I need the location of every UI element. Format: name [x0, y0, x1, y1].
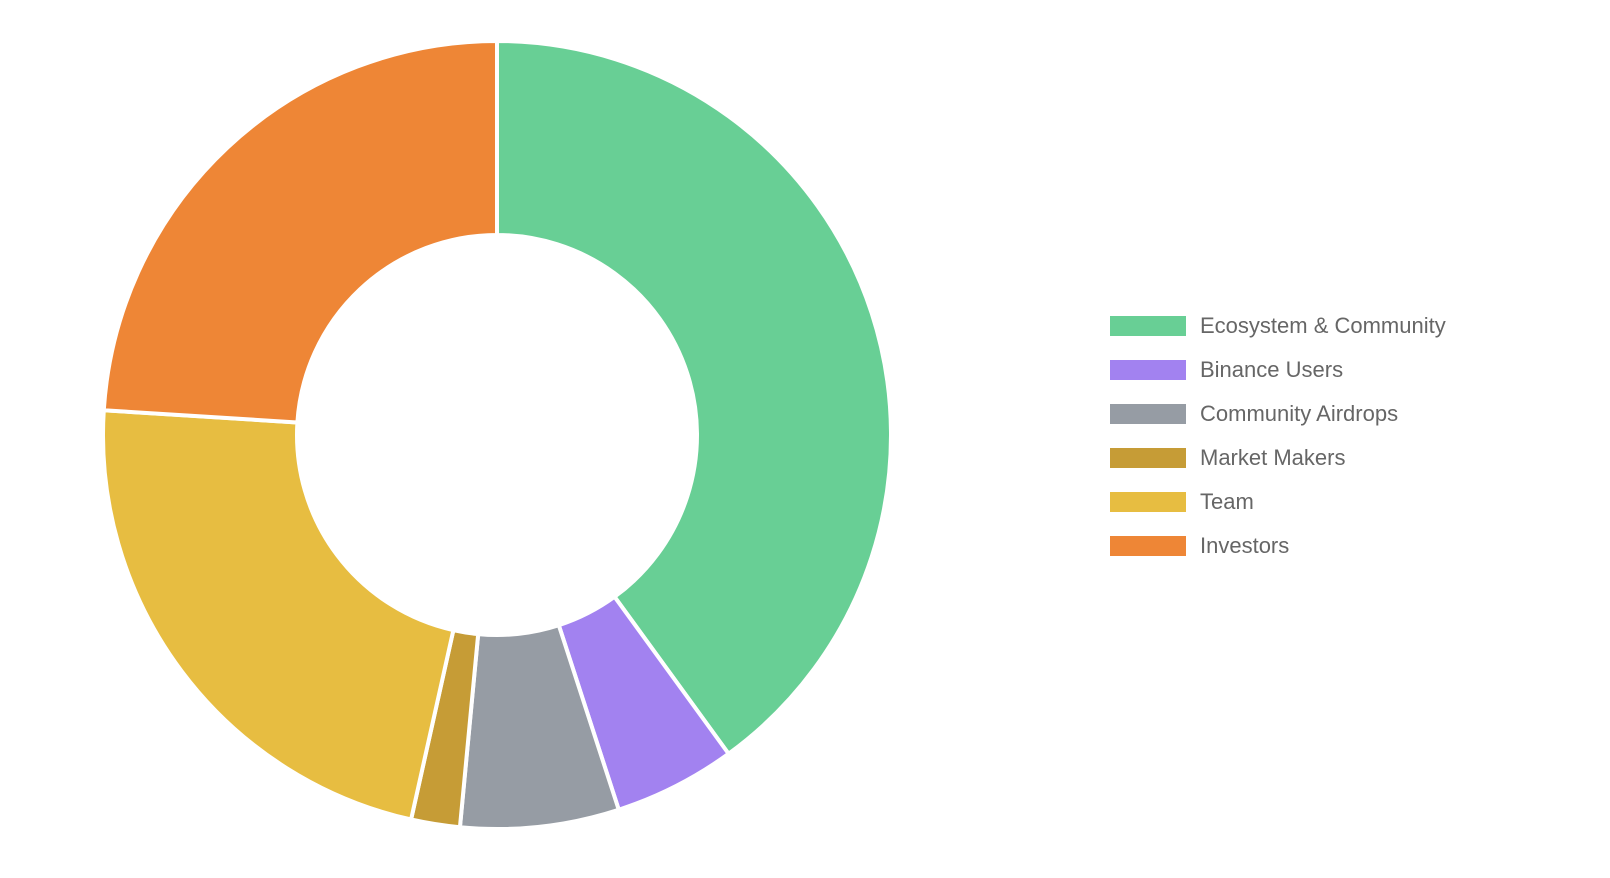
legend-item-community-airdrops[interactable]: Community Airdrops [1110, 392, 1446, 436]
legend-swatch [1110, 404, 1186, 424]
chart-legend: Ecosystem & Community Binance Users Comm… [1110, 304, 1446, 568]
legend-label: Binance Users [1200, 357, 1344, 382]
legend-item-binance-users[interactable]: Binance Users [1110, 348, 1446, 392]
chart-slices [101, 39, 893, 831]
legend-label: Market Makers [1200, 445, 1346, 470]
legend-item-market-makers[interactable]: Market Makers [1110, 436, 1446, 480]
slice-ecosystem-community[interactable] [495, 39, 893, 756]
legend-swatch [1110, 316, 1186, 336]
legend-swatch [1110, 492, 1186, 512]
legend-label: Team [1200, 489, 1254, 514]
legend-label: Investors [1200, 533, 1290, 558]
legend-swatch [1110, 448, 1186, 468]
legend-label: Community Airdrops [1200, 401, 1399, 426]
slice-investors[interactable] [101, 39, 499, 425]
slice-team[interactable] [101, 408, 456, 822]
legend-item-ecosystem-community[interactable]: Ecosystem & Community [1110, 304, 1446, 348]
legend-label: Ecosystem & Community [1200, 313, 1446, 338]
legend-item-investors[interactable]: Investors [1110, 524, 1446, 568]
legend-swatch [1110, 536, 1186, 556]
legend-item-team[interactable]: Team [1110, 480, 1446, 524]
legend-swatch [1110, 360, 1186, 380]
